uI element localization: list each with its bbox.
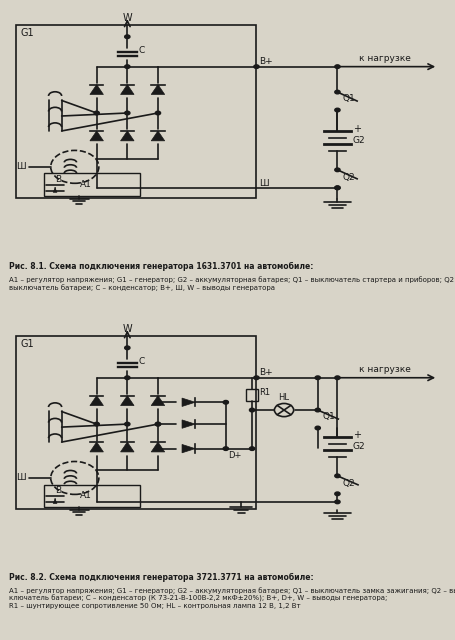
Text: W: W xyxy=(122,324,132,334)
Text: G1: G1 xyxy=(20,28,34,38)
Text: Ш: Ш xyxy=(258,179,268,188)
Circle shape xyxy=(314,408,320,412)
Text: А1 – регулятор напряжения; G1 – генератор; G2 – аккумуляторная батарея; Q1 – вык: А1 – регулятор напряжения; G1 – генерато… xyxy=(9,276,455,291)
Circle shape xyxy=(124,376,130,380)
Text: к нагрузке: к нагрузке xyxy=(359,365,410,374)
Polygon shape xyxy=(182,420,195,428)
Polygon shape xyxy=(120,131,134,141)
Circle shape xyxy=(124,422,130,426)
Circle shape xyxy=(334,500,339,504)
Circle shape xyxy=(334,168,339,172)
Text: W: W xyxy=(122,13,132,23)
Circle shape xyxy=(314,426,320,430)
Circle shape xyxy=(334,108,339,112)
Circle shape xyxy=(253,376,258,380)
Text: Ш: Ш xyxy=(16,163,26,172)
Text: Q1: Q1 xyxy=(342,94,354,103)
Text: Q1: Q1 xyxy=(321,412,334,421)
Polygon shape xyxy=(90,84,103,95)
Polygon shape xyxy=(151,131,164,141)
Circle shape xyxy=(94,422,99,426)
Circle shape xyxy=(334,90,339,94)
Circle shape xyxy=(334,65,339,68)
Circle shape xyxy=(94,111,99,115)
Circle shape xyxy=(124,346,130,349)
Circle shape xyxy=(155,401,160,404)
Circle shape xyxy=(222,447,228,451)
Polygon shape xyxy=(90,396,103,406)
Polygon shape xyxy=(182,398,195,406)
Circle shape xyxy=(334,376,339,380)
Circle shape xyxy=(334,186,339,189)
Text: B+: B+ xyxy=(258,57,272,66)
Polygon shape xyxy=(120,442,134,452)
Text: G2: G2 xyxy=(352,442,364,451)
Text: Q2: Q2 xyxy=(342,479,354,488)
Circle shape xyxy=(314,376,320,380)
Text: A1: A1 xyxy=(80,492,91,500)
Circle shape xyxy=(253,65,258,68)
Polygon shape xyxy=(120,84,134,95)
Text: G1: G1 xyxy=(20,339,34,349)
Text: D+: D+ xyxy=(228,451,241,460)
Text: к нагрузке: к нагрузке xyxy=(359,54,410,63)
Circle shape xyxy=(155,111,160,115)
Text: Рис. 8.2. Схема подключения генератора 3721.3771 на автомобиле:: Рис. 8.2. Схема подключения генератора 3… xyxy=(9,573,313,582)
Polygon shape xyxy=(90,131,103,141)
Text: A1: A1 xyxy=(80,180,91,189)
Circle shape xyxy=(249,447,254,451)
Text: +: + xyxy=(352,430,360,440)
Circle shape xyxy=(124,111,130,115)
Text: G2: G2 xyxy=(352,136,364,145)
Polygon shape xyxy=(151,442,164,452)
Text: Рис. 8.1. Схема подключения генератора 1631.3701 на автомобиле:: Рис. 8.1. Схема подключения генератора 1… xyxy=(9,262,313,271)
Circle shape xyxy=(249,408,254,412)
Polygon shape xyxy=(182,444,195,453)
Text: В: В xyxy=(55,486,61,495)
Text: HL: HL xyxy=(278,394,289,403)
Text: В: В xyxy=(55,175,61,184)
Text: R1: R1 xyxy=(259,388,270,397)
Text: Ш: Ш xyxy=(16,474,26,483)
Polygon shape xyxy=(120,396,134,406)
Text: C: C xyxy=(138,356,144,366)
Polygon shape xyxy=(151,396,164,406)
Circle shape xyxy=(124,35,130,38)
Circle shape xyxy=(334,474,339,477)
Polygon shape xyxy=(151,84,164,95)
Text: +: + xyxy=(352,124,360,134)
Text: Q2: Q2 xyxy=(342,173,354,182)
Circle shape xyxy=(334,186,339,189)
Circle shape xyxy=(124,65,130,68)
Text: B+: B+ xyxy=(258,368,272,377)
Text: C: C xyxy=(138,45,144,54)
Circle shape xyxy=(155,422,160,426)
Polygon shape xyxy=(90,442,103,452)
Circle shape xyxy=(155,447,160,451)
Text: А1 – регулятор напряжения; G1 – генератор; G2 – аккумуляторная батарея; Q1 – вык: А1 – регулятор напряжения; G1 – генерато… xyxy=(9,587,455,609)
Circle shape xyxy=(222,401,228,404)
Circle shape xyxy=(155,422,160,426)
Circle shape xyxy=(334,492,339,495)
